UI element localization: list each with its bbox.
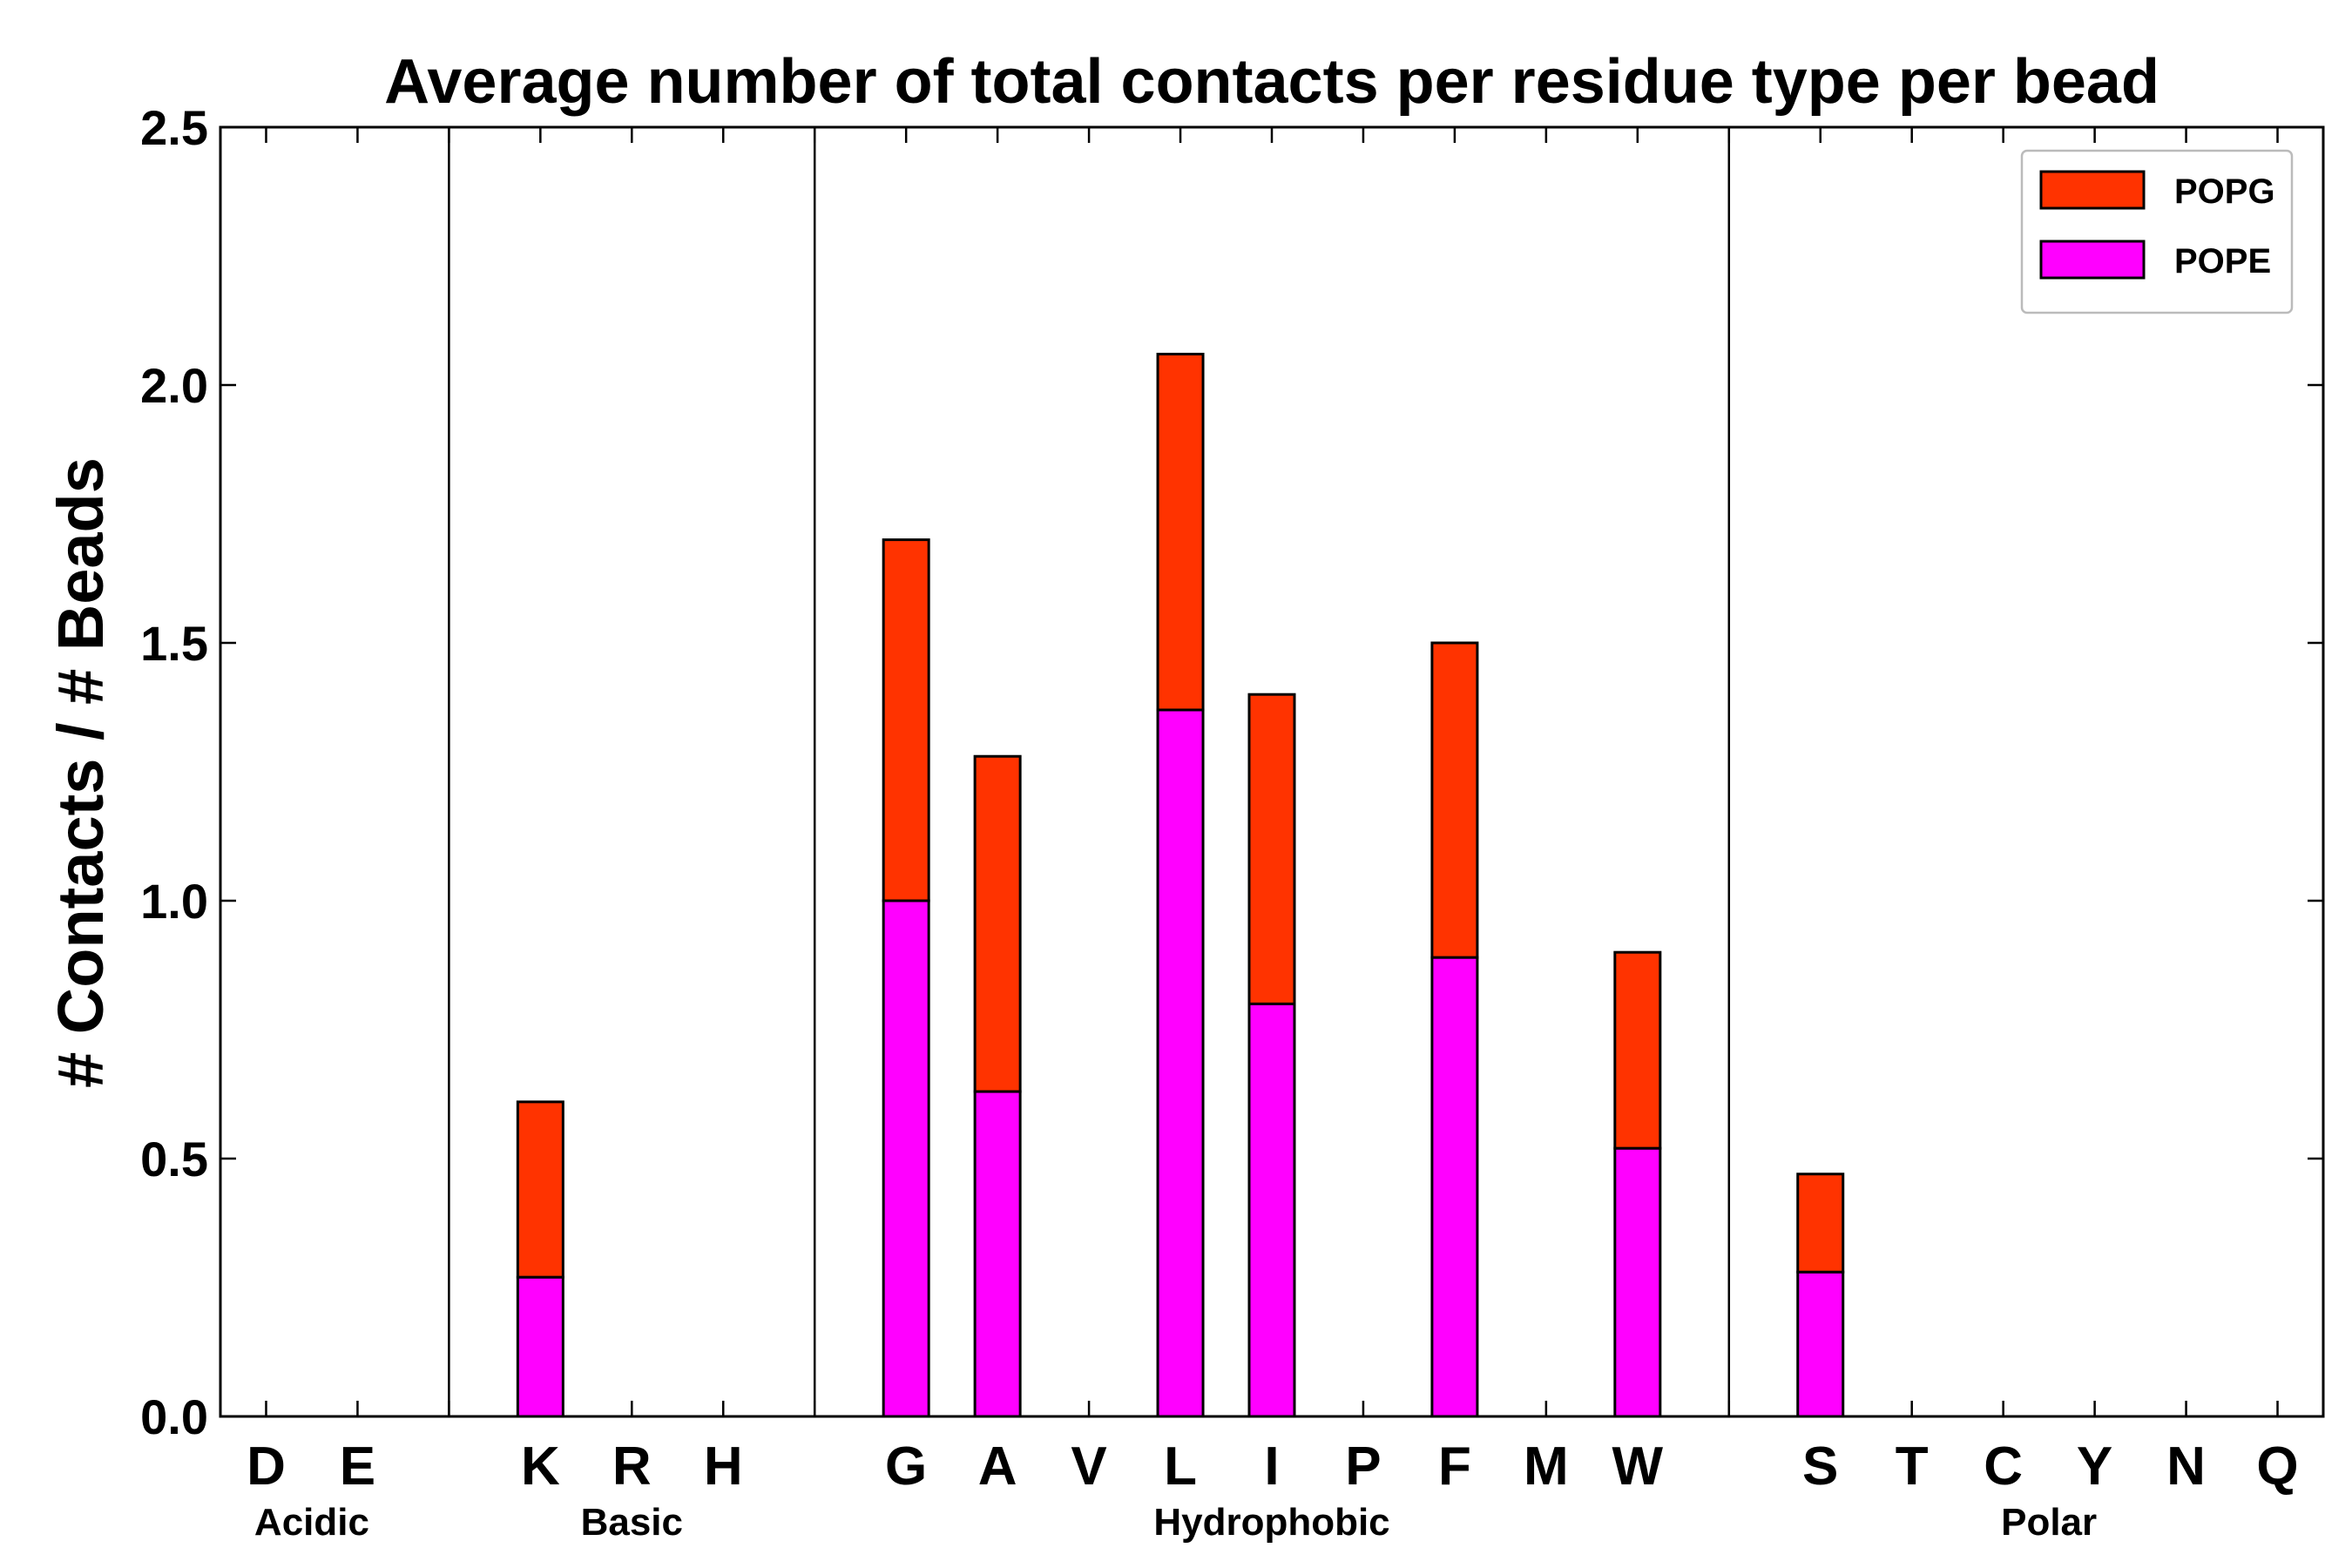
bar-pope [1796,1270,1845,1418]
y-tick-label: 1.5 [140,616,208,671]
bar-pope [882,899,930,1418]
x-tick-label: P [1345,1436,1381,1497]
bar-pope [1247,1002,1296,1418]
bar-pope [973,1090,1022,1418]
legend: POPG POPE [2020,149,2294,314]
group-label: Hydrophobic [1153,1501,1389,1544]
x-tick-label: A [978,1436,1017,1497]
x-tick-label: M [1524,1436,1569,1497]
x-tick-label: G [885,1436,927,1497]
bar-pope [1156,708,1205,1418]
x-tick-label: K [521,1436,560,1497]
x-tick-label: F [1438,1436,1471,1497]
bar-popg [1156,352,1205,712]
bar-popg [973,754,1022,1093]
x-tick-label: W [1612,1436,1664,1497]
legend-label-pope: POPE [2174,242,2271,280]
y-tick-label: 2.0 [140,358,208,413]
bar-popg [1247,693,1296,1005]
bar-pope [516,1275,564,1418]
x-tick-label: S [1802,1436,1838,1497]
x-tick-label: R [612,1436,652,1497]
x-tick-label: D [247,1436,286,1497]
x-tick-label: I [1264,1436,1279,1497]
x-tick-label: Q [2256,1436,2298,1497]
bar-popg [882,538,930,902]
x-tick-label: T [1896,1436,1929,1497]
y-tick-label: 2.5 [140,100,208,155]
x-tick-label: V [1071,1436,1106,1497]
bar-popg [516,1100,564,1279]
x-tick-label: C [1984,1436,2023,1497]
bar-pope [1613,1146,1662,1418]
bar-pope [1430,956,1479,1418]
legend-swatch-pope [2039,240,2146,280]
bar-popg [1613,950,1662,1150]
x-tick-label: H [704,1436,743,1497]
y-tick-label: 1.0 [140,874,208,929]
legend-swatch-popg [2039,170,2146,210]
y-tick-label: 0.0 [140,1389,208,1444]
x-tick-label: E [340,1436,375,1497]
bar-popg [1796,1173,1845,1274]
x-tick-label: Y [2077,1436,2112,1497]
group-label: Acidic [254,1501,369,1544]
plot-area: 0.0 0.5 1.0 1.5 2.0 2.5 D E K R H G A V L I P F M W S T C Y N Q Ac… [140,100,2325,1544]
group-label: Basic [581,1501,683,1544]
y-axis-label: # Contacts / # Beads [44,457,117,1088]
x-tick-label: N [2166,1436,2206,1497]
y-tick-label: 0.5 [140,1132,208,1186]
bar-popg [1430,641,1479,959]
chart-title: Average number of total contacts per res… [384,47,2159,117]
x-tick-label: L [1164,1436,1197,1497]
group-label: Polar [2001,1501,2097,1544]
legend-label-popg: POPG [2174,172,2275,211]
